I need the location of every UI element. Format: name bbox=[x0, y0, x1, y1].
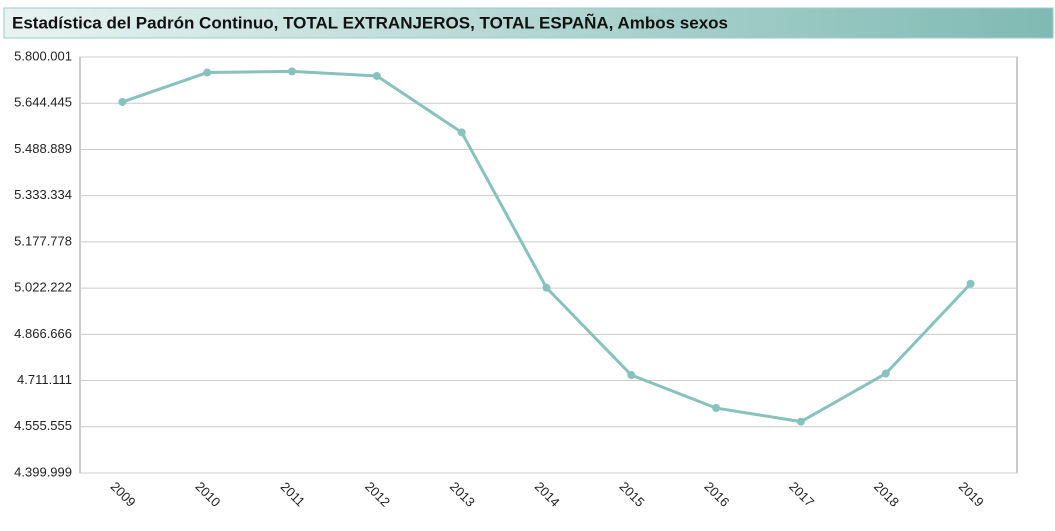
y-tick-label: 4.555.555 bbox=[14, 418, 72, 433]
x-tick-label: 2013 bbox=[447, 479, 478, 510]
x-tick-label: 2012 bbox=[362, 479, 393, 510]
point bbox=[712, 404, 721, 413]
point bbox=[118, 97, 127, 106]
point bbox=[881, 369, 890, 378]
point bbox=[203, 68, 212, 77]
x-tick-label: 2011 bbox=[278, 479, 308, 509]
plot-area bbox=[79, 56, 1018, 474]
point bbox=[542, 283, 551, 292]
point bbox=[372, 71, 381, 80]
x-tick-label: 2016 bbox=[701, 479, 732, 510]
y-tick-label: 5.800.001 bbox=[14, 48, 72, 63]
chart-title: Estadística del Padrón Continuo, TOTAL E… bbox=[12, 12, 728, 32]
y-tick-label: 4.711.111 bbox=[17, 372, 72, 387]
point bbox=[627, 371, 636, 380]
y-tick-label: 5.333.334 bbox=[14, 187, 72, 202]
y-tick-label: 5.022.222 bbox=[14, 280, 72, 295]
x-tick-label: 2009 bbox=[108, 479, 139, 510]
x-tick-label: 2010 bbox=[192, 479, 223, 510]
point bbox=[796, 417, 805, 426]
y-tick-label: 5.177.778 bbox=[14, 233, 72, 248]
x-tick-label: 2017 bbox=[786, 479, 817, 510]
title-bar bbox=[3, 7, 1054, 39]
x-tick-label: 2019 bbox=[956, 479, 987, 510]
point bbox=[288, 67, 297, 76]
point bbox=[457, 128, 466, 137]
y-tick-label: 5.488.889 bbox=[14, 141, 72, 156]
x-tick-label: 2018 bbox=[871, 479, 902, 510]
x-tick-label: 2015 bbox=[617, 479, 648, 510]
y-tick-label: 4.399.999 bbox=[14, 464, 72, 479]
y-tick-label: 5.644.445 bbox=[14, 95, 72, 110]
y-tick-label: 4.866.666 bbox=[14, 326, 72, 341]
x-tick-label: 2014 bbox=[532, 479, 563, 510]
point bbox=[966, 279, 975, 288]
